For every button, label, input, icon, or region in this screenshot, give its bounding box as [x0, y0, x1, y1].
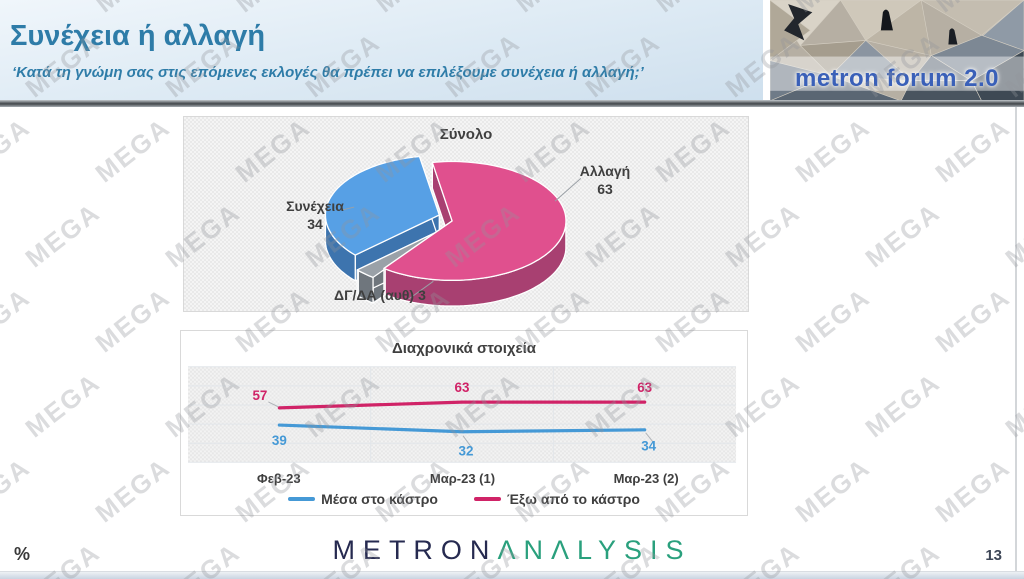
watermark-text: MEGA [999, 366, 1024, 444]
data-label: 63 [455, 380, 470, 395]
logo-photo-mosaic [770, 0, 1024, 101]
pie-chart [324, 155, 582, 307]
x-axis-label: Μαρ-23 (1) [429, 471, 496, 486]
watermark-text: MEGA [0, 451, 36, 529]
watermark-text: MEGA [789, 451, 876, 529]
bottom-bar [0, 571, 1024, 579]
plot-area [187, 366, 737, 463]
pie-slice [324, 155, 440, 256]
brand-metron: METRON [332, 535, 498, 565]
legend-swatch-pink [473, 497, 501, 501]
watermark-text: MEGA [19, 196, 106, 274]
watermark-text: MEGA [789, 111, 876, 189]
line-chart-panel: Διαχρονικά στοιχεία 39 32 34 57 63 63 Φεβ-23 … [180, 330, 748, 516]
legend-label: Έξω από το κάστρο [506, 491, 640, 507]
x-axis: Φεβ-23 Μαρ-23 (1) Μαρ-23 (2) [187, 471, 738, 486]
series-line [277, 400, 647, 410]
data-label: 57 [252, 388, 267, 403]
pie-slice-name: ΔΓ/ΔΑ (αυθ) [334, 287, 415, 303]
logo-text: metron forum 2.0 [794, 65, 1000, 92]
legend-swatch-blue [288, 497, 316, 501]
pie-label-synecheia: Συνέχεια 34 [279, 198, 351, 233]
pie-chart-title: Σύνολο [439, 126, 493, 143]
watermark-text: MEGA [929, 111, 1016, 189]
line-chart-title: Διαχρονικά στοιχεία [391, 340, 537, 357]
chart-legend: Μέσα στο κάστρο Έξω από το κάστρο [181, 491, 747, 507]
data-label-leader [462, 435, 472, 447]
pie-slice-value: 63 [597, 180, 613, 197]
pie-label-dgda: ΔΓ/ΔΑ (αυθ) 3 [334, 287, 430, 305]
series-line [277, 423, 647, 434]
watermark-text: MEGA [929, 451, 1016, 529]
watermark-text: MEGA [19, 366, 106, 444]
data-label: 34 [641, 439, 656, 454]
pie-slice-name: Συνέχεια [286, 198, 344, 214]
legend-item-mesa: Μέσα στο κάστρο [288, 491, 438, 507]
data-label: 32 [459, 444, 474, 459]
data-label: 39 [272, 433, 287, 448]
pie-slice-value: 34 [307, 215, 323, 232]
watermark-text: MEGA [789, 281, 876, 359]
metron-forum-logo: metron forum 2.0 [763, 0, 1024, 101]
watermark-text: MEGA [999, 196, 1024, 274]
x-axis-label: Μαρ-23 (2) [613, 471, 679, 486]
watermark-text: MEGA [89, 281, 176, 359]
watermark-text: MEGA [859, 366, 946, 444]
percent-note: % [14, 544, 31, 564]
pie-chart-panel: Σύνολο Αλλαγή 63 Συνέχεια 34 ΔΓ/ΔΑ (αυθ)… [183, 116, 749, 312]
page-subtitle: ‘Κατά τη γνώμη σας στις επόμενες εκλογές… [12, 64, 644, 81]
pie-label-leader [342, 206, 355, 211]
slide-right-border [1015, 107, 1017, 571]
pie-slice [356, 229, 442, 278]
watermark-text: MEGA [859, 196, 946, 274]
watermark-text: MEGA [89, 451, 176, 529]
data-label-leader [268, 401, 279, 408]
line-chart: 39 32 34 57 63 63 [187, 366, 737, 463]
legend-item-exo: Έξω από το κάστρο [473, 491, 640, 507]
header-divider [0, 100, 1024, 107]
data-label-leader [645, 432, 655, 444]
page-title: Συνέχεια ή αλλαγή [10, 20, 266, 52]
x-axis-label: Φεβ-23 [257, 471, 301, 486]
metron-analysis-logo: METRONΛNΛLYSIS [0, 535, 1024, 566]
watermark-text: MEGA [929, 281, 1016, 359]
pie-slice-name: Αλλαγή [579, 163, 631, 179]
legend-label: Μέσα στο κάστρο [321, 491, 438, 507]
pie-label-leader [408, 280, 434, 300]
pie-slice [383, 160, 567, 281]
page-number: 13 [985, 547, 1002, 564]
watermark-text: MEGA [0, 281, 36, 359]
data-label: 63 [637, 380, 652, 395]
pie-label-leader [554, 177, 582, 202]
watermark-text: MEGA [0, 111, 36, 189]
watermark-text: MEGA [89, 111, 176, 189]
people-silhouettes [784, 4, 958, 45]
pie-label-allagi: Αλλαγή 63 [562, 163, 648, 198]
pie-slice-value: 3 [418, 287, 426, 303]
brand-analysis: ΛNΛLYSIS [497, 535, 692, 565]
